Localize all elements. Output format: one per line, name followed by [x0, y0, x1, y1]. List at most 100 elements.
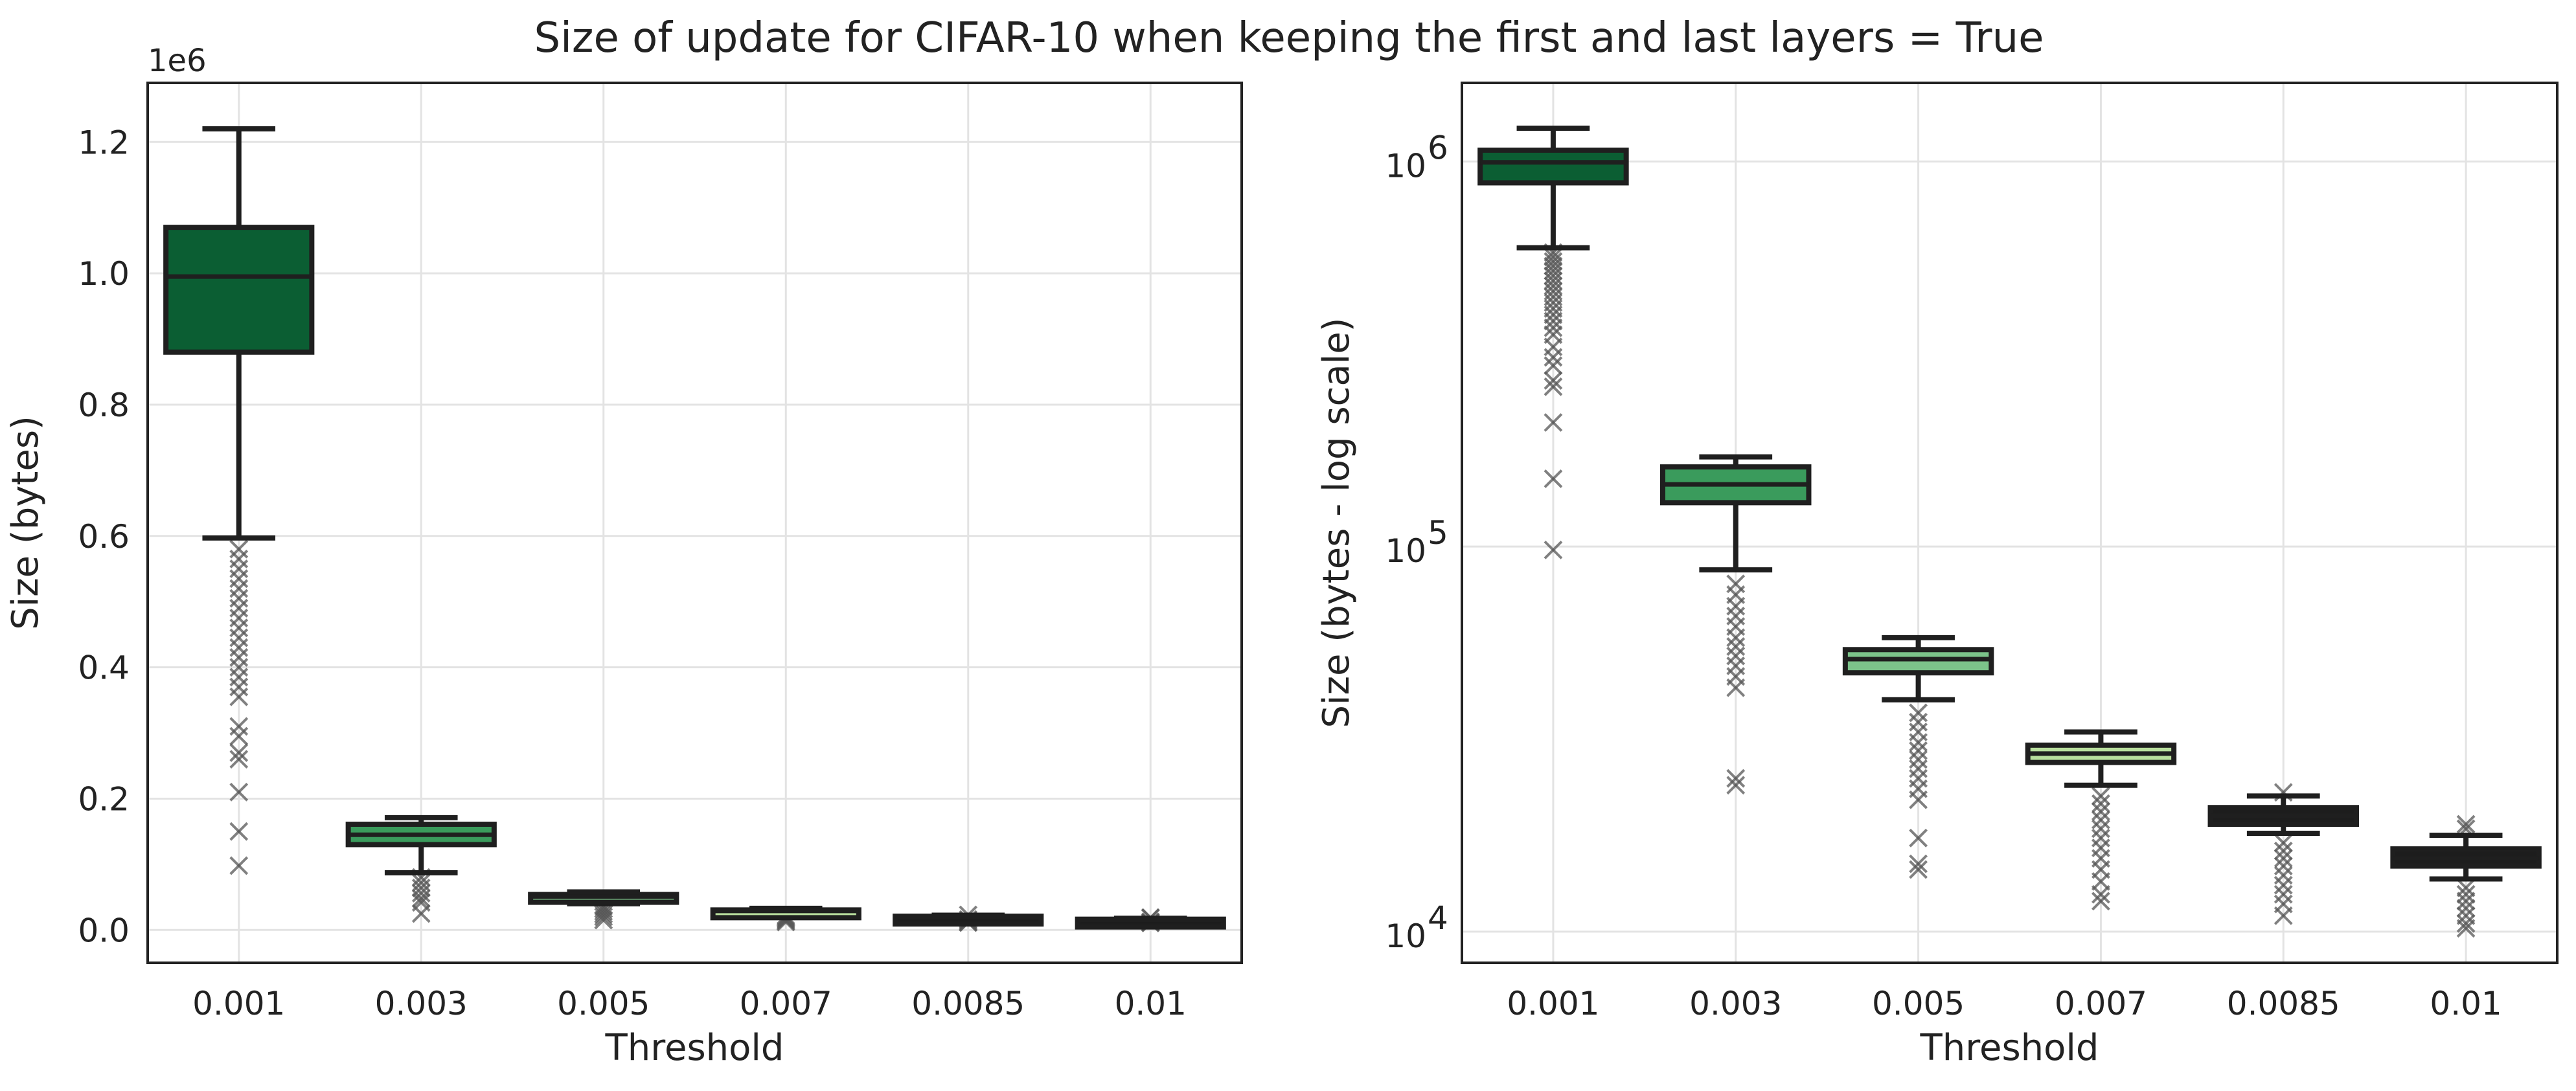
outlier-marker — [2274, 849, 2293, 868]
outlier-marker — [2456, 914, 2476, 933]
outlier-stroke — [594, 905, 613, 924]
outlier-marker — [229, 750, 249, 769]
outlier-stroke — [1909, 703, 1928, 723]
x-tick-label: 0.0085 — [911, 985, 1025, 1022]
outlier-marker — [2274, 857, 2293, 876]
iqr-box — [1477, 147, 1629, 186]
outlier-stroke — [1544, 247, 1563, 267]
outlier-marker — [1909, 790, 1928, 809]
x-tick-label: 0.007 — [2055, 985, 2147, 1022]
outlier-marker — [1909, 733, 1928, 752]
figure-title: Size of update for CIFAR-10 when keeping… — [534, 14, 2044, 62]
outlier-marker — [2456, 815, 2476, 834]
outlier-marker — [2274, 875, 2293, 895]
outlier-marker — [1909, 828, 1928, 848]
axes-frame — [1461, 82, 2559, 964]
outlier-marker — [229, 822, 249, 841]
outlier-stroke — [229, 687, 249, 706]
x-tick-label: 0.003 — [375, 985, 468, 1022]
outlier-stroke — [2274, 833, 2293, 853]
box-0.001 — [1477, 126, 1629, 559]
outlier-stroke — [2274, 857, 2293, 876]
outlier-stroke — [1909, 854, 1928, 873]
outlier-stroke — [2092, 884, 2110, 904]
outlier-marker — [1726, 776, 1746, 795]
outlier-marker — [2456, 899, 2476, 918]
outlier-stroke — [2274, 849, 2293, 868]
outlier-stroke — [1544, 469, 1563, 488]
box-0.005 — [1842, 635, 1994, 879]
outlier-stroke — [2456, 899, 2476, 918]
outlier-stroke — [1909, 733, 1928, 752]
outlier-marker — [1909, 703, 1928, 723]
outlier-stroke — [1544, 377, 1563, 396]
y-tick-label: 0.6 — [78, 518, 130, 556]
outlier-marker — [2274, 841, 2293, 860]
box-0.003 — [345, 815, 497, 923]
box-0.007 — [710, 905, 861, 932]
outlier-marker — [1909, 750, 1928, 769]
outlier-stroke — [1544, 318, 1563, 337]
y-axis-label: Size (bytes - log scale) — [1316, 318, 1358, 728]
y-tick-label: 10 — [1385, 917, 1426, 955]
outlier-marker — [1544, 311, 1563, 331]
x-tick-label: 0.005 — [557, 985, 650, 1022]
y-tick-exponent: 6 — [1428, 129, 1448, 166]
outlier-stroke — [1544, 540, 1563, 559]
outlier-marker — [229, 726, 249, 746]
outlier-marker — [411, 889, 431, 908]
outlier-marker — [1544, 348, 1563, 367]
outlier-marker — [2274, 906, 2293, 925]
outlier-marker — [2456, 884, 2476, 904]
outlier-marker — [1909, 860, 1928, 879]
outlier-marker — [1544, 413, 1563, 432]
outlier-stroke — [2092, 819, 2110, 838]
outlier-marker — [1909, 741, 1928, 760]
outlier-stroke — [2456, 892, 2476, 911]
y-tick-label: 0.4 — [78, 649, 130, 687]
y-tick-label: 10 — [1385, 532, 1426, 570]
outlier-marker — [229, 856, 249, 875]
outlier-marker — [1726, 678, 1746, 697]
y-tick-label: 1.0 — [78, 255, 130, 293]
outlier-stroke — [229, 726, 249, 746]
outlier-marker — [1726, 769, 1746, 788]
outlier-marker — [1909, 854, 1928, 873]
y-tick-label: 1.2 — [78, 124, 130, 161]
x-tick-label: 0.001 — [1507, 985, 1599, 1022]
outlier-marker — [2092, 892, 2110, 911]
y-tick-label: 0.0 — [78, 912, 130, 949]
outlier-marker — [2092, 810, 2110, 829]
outlier-stroke — [1909, 790, 1928, 809]
outlier-marker — [2092, 884, 2110, 904]
outlier-stroke — [229, 782, 249, 802]
x-axis-label: Threshold — [1920, 1027, 2099, 1069]
y-tick-exponent: 4 — [1428, 899, 1448, 937]
outlier-marker — [2092, 794, 2110, 813]
outlier-stroke — [1909, 750, 1928, 769]
outlier-marker — [1544, 356, 1563, 376]
outlier-stroke — [2274, 875, 2293, 895]
y-tick-exponent: 5 — [1428, 514, 1448, 552]
outlier-marker — [2456, 892, 2476, 911]
box-0.007 — [2025, 729, 2177, 911]
outlier-stroke — [1544, 252, 1563, 271]
outlier-stroke — [1726, 628, 1746, 647]
outlier-marker — [594, 907, 613, 927]
outlier-marker — [229, 687, 249, 706]
outlier-stroke — [1726, 637, 1746, 656]
outlier-marker — [1544, 252, 1563, 271]
outlier-stroke — [1544, 371, 1563, 390]
outlier-stroke — [1544, 311, 1563, 331]
outlier-marker — [2092, 819, 2110, 838]
outlier-marker — [1726, 628, 1746, 647]
box-0.001 — [163, 126, 315, 875]
outlier-stroke — [229, 750, 249, 769]
y-tick-label: 0.8 — [78, 387, 130, 424]
outlier-stroke — [2092, 787, 2110, 805]
outlier-marker — [1726, 637, 1746, 656]
outlier-stroke — [2456, 878, 2476, 897]
x-tick-label: 0.0085 — [2227, 985, 2340, 1022]
